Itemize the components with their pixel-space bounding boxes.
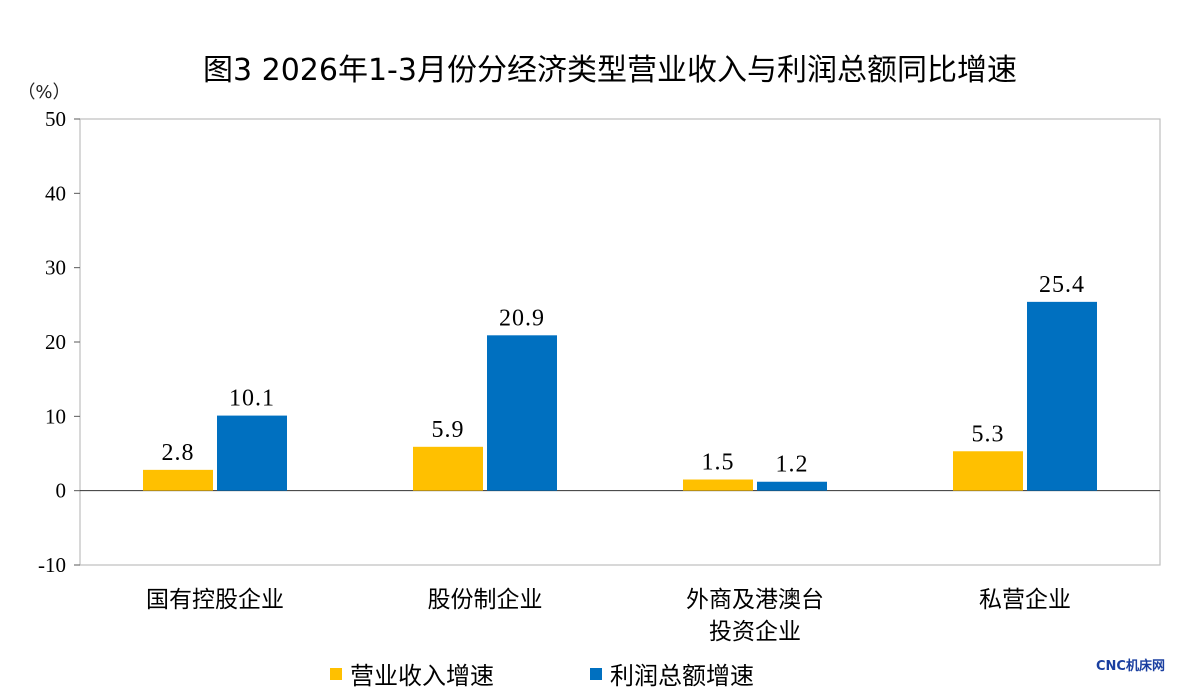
category-label: 投资企业 (709, 619, 801, 645)
y-tick-label: 30 (45, 256, 66, 280)
data-label: 5.9 (432, 417, 465, 443)
legend-swatch (330, 668, 342, 680)
data-label: 10.1 (229, 386, 275, 412)
bar-series-2 (217, 415, 287, 491)
bar-series-2 (487, 335, 557, 491)
y-tick-label: 20 (45, 330, 66, 354)
category-label: 外商及港澳台 (686, 587, 824, 613)
bar-series-1 (413, 446, 483, 491)
data-label: 1.5 (702, 450, 735, 476)
bar-series-2 (1027, 301, 1097, 491)
y-tick-label: 10 (45, 404, 66, 428)
bar-series-1 (953, 451, 1023, 491)
chart-title: 图3 2026年1-3月份分经济类型营业收入与利润总额同比增速 (203, 53, 1017, 88)
legend-label: 利润总额增速 (610, 662, 754, 690)
category-label: 股份制企业 (428, 587, 543, 613)
data-label: 25.4 (1039, 272, 1085, 298)
legend: 营业收入增速 利润总额增速 (330, 662, 754, 690)
y-tick-label: 0 (56, 479, 67, 503)
y-tick-label: 50 (45, 107, 66, 131)
bars: 2.8 10.1 5.9 20.9 1.5 1.2 5.3 25.4 (143, 272, 1097, 491)
legend-swatch (590, 668, 602, 680)
y-tick-label: -10 (38, 553, 66, 577)
data-label: 5.3 (972, 421, 1005, 447)
bar-series-2 (757, 481, 827, 491)
y-axis-ticks: 50 40 30 20 10 0 -10 (38, 107, 80, 577)
y-axis-unit: （%） (17, 82, 70, 103)
watermark: CNC机床网 (1096, 658, 1165, 674)
legend-label: 营业收入增速 (350, 662, 494, 690)
data-label: 2.8 (162, 440, 195, 466)
category-label: 国有控股企业 (146, 587, 284, 613)
data-label: 20.9 (499, 305, 545, 331)
y-tick-label: 40 (45, 181, 66, 205)
category-label: 私营企业 (979, 587, 1071, 613)
data-label: 1.2 (776, 452, 809, 478)
plot-area (79, 118, 1161, 566)
bar-series-1 (143, 469, 213, 491)
bar-series-1 (683, 479, 753, 491)
